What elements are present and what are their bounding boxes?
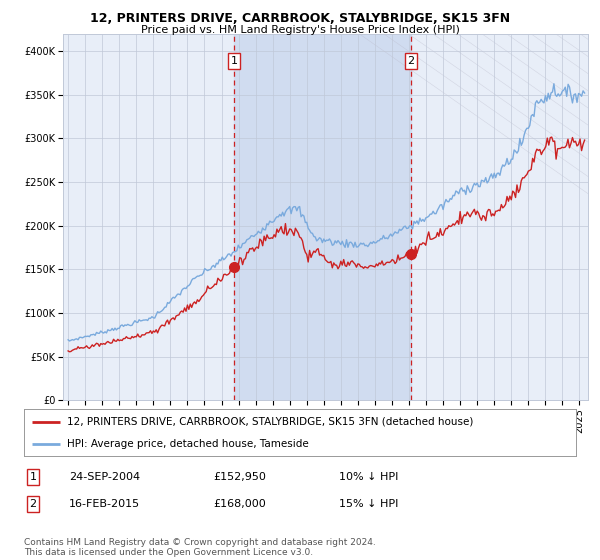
Text: 12, PRINTERS DRIVE, CARRBROOK, STALYBRIDGE, SK15 3FN: 12, PRINTERS DRIVE, CARRBROOK, STALYBRID… <box>90 12 510 25</box>
Text: 15% ↓ HPI: 15% ↓ HPI <box>339 499 398 509</box>
Text: 16-FEB-2015: 16-FEB-2015 <box>69 499 140 509</box>
Text: HPI: Average price, detached house, Tameside: HPI: Average price, detached house, Tame… <box>67 438 309 449</box>
Text: 1: 1 <box>230 56 238 66</box>
Text: Price paid vs. HM Land Registry's House Price Index (HPI): Price paid vs. HM Land Registry's House … <box>140 25 460 35</box>
Text: 12, PRINTERS DRIVE, CARRBROOK, STALYBRIDGE, SK15 3FN (detached house): 12, PRINTERS DRIVE, CARRBROOK, STALYBRID… <box>67 417 473 427</box>
Text: 24-SEP-2004: 24-SEP-2004 <box>69 472 140 482</box>
Text: £168,000: £168,000 <box>213 499 266 509</box>
Text: 2: 2 <box>29 499 37 509</box>
Text: 1: 1 <box>29 472 37 482</box>
Text: Contains HM Land Registry data © Crown copyright and database right 2024.
This d: Contains HM Land Registry data © Crown c… <box>24 538 376 557</box>
Text: 10% ↓ HPI: 10% ↓ HPI <box>339 472 398 482</box>
Text: £152,950: £152,950 <box>213 472 266 482</box>
Text: 2: 2 <box>407 56 415 66</box>
Bar <box>234 34 411 400</box>
